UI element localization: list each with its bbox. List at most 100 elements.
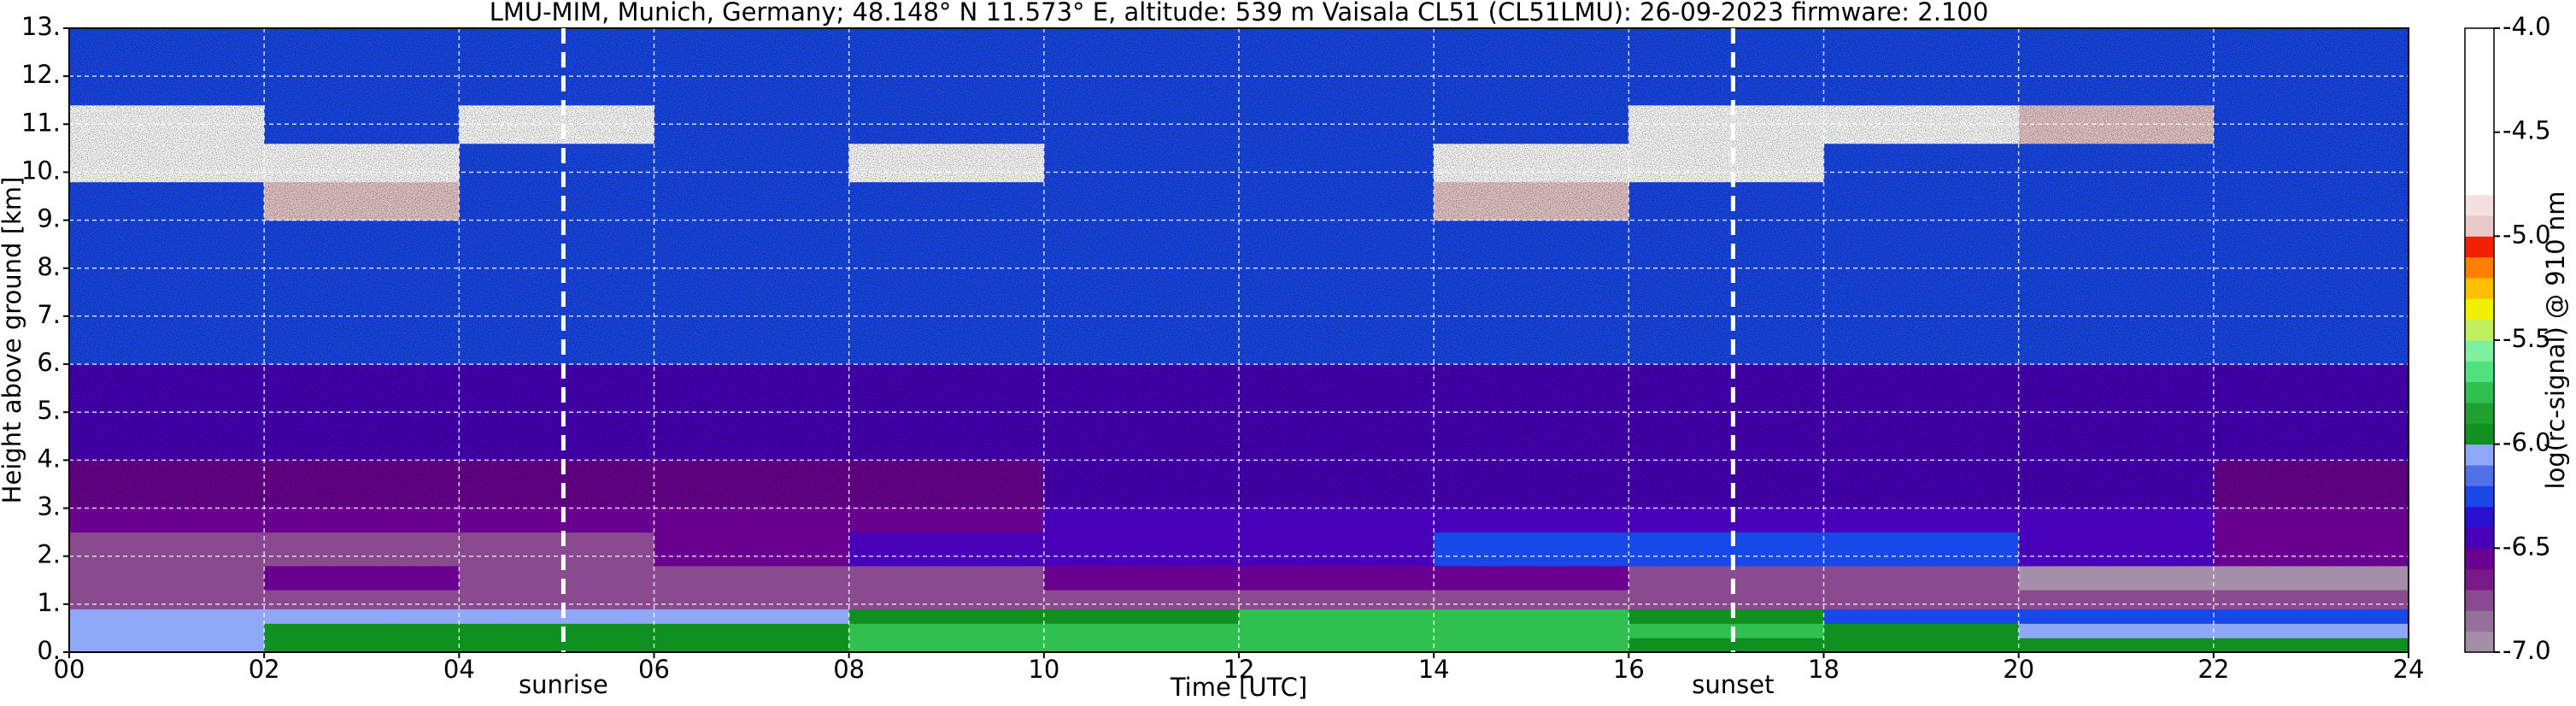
annotation-label: sunrise: [519, 670, 608, 699]
heatmap-cell: [654, 623, 850, 638]
colorbar-segment: [2465, 423, 2494, 445]
heatmap-cell: [848, 638, 1045, 652]
colorbar-segment: [2465, 340, 2494, 362]
x-tick-label: 16: [1613, 655, 1645, 684]
heatmap-cell: [848, 590, 1045, 609]
heatmap-cell: [2018, 623, 2215, 638]
heatmap-cell: [2018, 638, 2215, 652]
heatmap-cell: [654, 638, 850, 652]
heatmap-cell: [1239, 532, 1435, 567]
heatmap-cell: [264, 532, 460, 567]
heatmap-cell: [459, 532, 654, 567]
heatmap-cell: [2213, 532, 2409, 567]
colorbar-segment: [2465, 194, 2494, 216]
heatmap-cell: [1043, 565, 1240, 591]
y-tick-label: 4.: [37, 444, 61, 473]
annotation-label: sunset: [1692, 670, 1774, 699]
heatmap-cell: [69, 638, 265, 652]
heatmap-cell: [1628, 532, 1824, 567]
heatmap-cell: [1823, 638, 2020, 652]
heatmap-cell: [848, 623, 1045, 638]
x-tick-label: 14: [1418, 655, 1450, 684]
heatmap-cell: [1239, 565, 1435, 591]
heatmap-cell: [69, 532, 265, 567]
heatmap-cell: [654, 565, 850, 591]
x-axis-label: Time [UTC]: [1170, 673, 1307, 702]
colorbar-tick-label: -5.5: [2503, 324, 2551, 353]
heatmap-cell: [1434, 532, 1629, 567]
heatmap-cell: [2018, 532, 2215, 567]
chart-title: LMU-MIM, Munich, Germany; 48.148° N 11.5…: [490, 0, 1989, 26]
colorbar-tick-label: -6.0: [2503, 428, 2551, 457]
colorbar-segment: [2465, 69, 2494, 91]
heatmap-cell: [1043, 638, 1240, 652]
heatmap-cell: [1823, 590, 2020, 609]
colorbar-segment: [2465, 236, 2494, 258]
colorbar-segment: [2465, 506, 2494, 528]
x-tick-label: 00: [54, 655, 85, 684]
y-tick-label: 3.: [37, 492, 61, 521]
colorbar-segment: [2465, 527, 2494, 549]
colorbar-segment: [2465, 610, 2494, 632]
x-tick-label: 24: [2393, 655, 2425, 684]
colorbar-segment: [2465, 319, 2494, 341]
colorbar-segment: [2465, 403, 2494, 424]
heatmap-cell: [1043, 590, 1240, 609]
heatmap-cell: [1434, 609, 1629, 624]
heatmap-cell: [1239, 590, 1435, 609]
colorbar-tick-label: -4.5: [2503, 116, 2551, 145]
heatmap-cell: [1628, 609, 1824, 624]
y-tick-label: 8.: [37, 252, 61, 281]
heatmap-cell: [69, 565, 265, 591]
heatmap-cell: [1239, 609, 1435, 624]
colorbar-segment: [2465, 174, 2494, 196]
y-tick-label: 12.: [21, 60, 61, 89]
heatmap-cell: [1628, 590, 1824, 609]
colorbar-segment: [2465, 548, 2494, 570]
heatmap-cell: [848, 565, 1045, 591]
y-axis-label: Height above ground [km]: [0, 177, 26, 504]
y-tick-label: 2.: [37, 540, 61, 569]
x-tick-label: 08: [833, 655, 865, 684]
heatmap-cell: [264, 638, 460, 652]
heatmap-cell: [1434, 565, 1629, 591]
heatmap-cell: [654, 590, 850, 609]
heatmap-cell: [654, 609, 850, 624]
x-tick-label: 06: [638, 655, 670, 684]
y-tick-label: 9.: [37, 204, 61, 233]
x-tick-label: 22: [2198, 655, 2229, 684]
heatmap-cell: [264, 609, 460, 624]
colorbar-tick-label: -6.5: [2503, 532, 2551, 561]
heatmap-cell: [1434, 638, 1629, 652]
colorbar-segment: [2465, 465, 2494, 486]
heatmap-cell: [848, 532, 1045, 567]
colorbar-segment: [2465, 215, 2494, 237]
heatmap-cell: [1628, 565, 1824, 591]
colorbar-segment: [2465, 256, 2494, 279]
heatmap-cell: [1239, 623, 1435, 638]
heatmap-cell: [2213, 590, 2409, 609]
y-tick-label: 6.: [37, 348, 61, 377]
colorbar-segment: [2465, 381, 2494, 403]
heatmap-cell: [69, 609, 265, 624]
colorbar-segment: [2465, 91, 2494, 112]
colorbar-segment: [2465, 590, 2494, 611]
heatmap-cell: [1628, 638, 1824, 652]
colorbar-segment: [2465, 298, 2494, 321]
heatmap-cell: [1823, 565, 2020, 591]
heatmap-cell: [1043, 623, 1240, 638]
x-tick-label: 18: [1808, 655, 1840, 684]
heatmap-cell: [1239, 638, 1435, 652]
heatmap-cell: [1628, 623, 1824, 638]
heatmap-cell: [2018, 609, 2215, 624]
colorbar-tick-label: -4.0: [2503, 12, 2551, 41]
y-tick-label: 10.: [21, 156, 61, 185]
colorbar-tick-label: -5.0: [2503, 220, 2551, 249]
y-tick-label: 7.: [37, 300, 61, 329]
x-tick-label: 12: [1223, 655, 1255, 684]
colorbar-segment: [2465, 111, 2494, 133]
heatmap-cell: [1823, 532, 2020, 567]
heatmap-cell: [1823, 609, 2020, 624]
x-tick-label: 02: [249, 655, 280, 684]
